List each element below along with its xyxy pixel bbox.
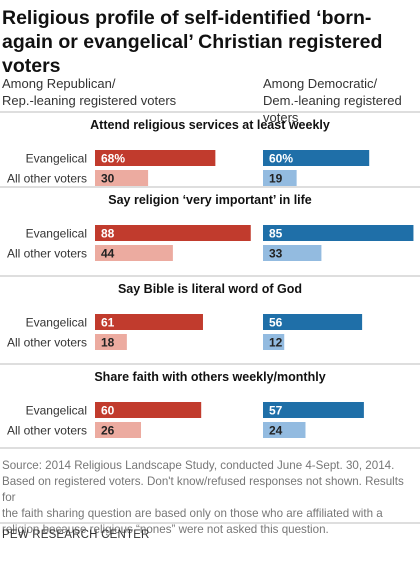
column-header-democratic: Among Democratic/ Dem.-leaning registere… — [263, 76, 402, 125]
panel-title: Say Bible is literal word of God — [118, 282, 302, 296]
bar-republican-all-other — [95, 170, 149, 186]
data-label-democratic-all-other: 33 — [269, 247, 283, 261]
bar-democratic-evangelical — [263, 150, 370, 166]
data-label-republican-all-other: 44 — [101, 247, 115, 261]
bar-republican-evangelical — [95, 402, 202, 418]
row-label-evangelical: Evangelical — [26, 404, 87, 418]
row-label-evangelical: Evangelical — [26, 152, 87, 166]
column-header-republican: Among Republican/ Rep.-leaning registere… — [2, 76, 177, 108]
panel-title: Share faith with others weekly/monthly — [94, 370, 325, 384]
data-label-republican-all-other: 18 — [101, 336, 115, 350]
bar-democratic-all-other — [263, 245, 322, 261]
data-label-republican-all-other: 26 — [101, 424, 115, 438]
data-label-democratic-evangelical: 57 — [269, 404, 283, 418]
chart-note: Source: 2014 Religious Landscape Study, … — [2, 459, 404, 536]
bar-democratic-all-other — [263, 422, 306, 438]
bar-republican-evangelical — [95, 150, 216, 166]
data-label-republican-evangelical: 61 — [101, 316, 115, 330]
bar-republican-all-other — [95, 422, 142, 438]
row-label-evangelical: Evangelical — [26, 316, 87, 330]
row-label-all-other: All other voters — [7, 172, 87, 186]
chart-title: Religious profile of self-identified ‘bo… — [2, 7, 383, 77]
source-organization: PEW RESEARCH CENTER — [2, 529, 150, 541]
row-label-all-other: All other voters — [7, 247, 87, 261]
row-label-evangelical: Evangelical — [26, 227, 87, 241]
bar-republican-all-other — [95, 245, 173, 261]
row-label-all-other: All other voters — [7, 424, 87, 438]
data-label-republican-evangelical: 68% — [101, 152, 125, 166]
data-label-democratic-evangelical: 60% — [269, 152, 293, 166]
bar-democratic-evangelical — [263, 402, 364, 418]
data-label-democratic-all-other: 12 — [269, 336, 283, 350]
data-label-democratic-evangelical: 85 — [269, 227, 283, 241]
data-label-republican-evangelical: 88 — [101, 227, 115, 241]
data-label-democratic-evangelical: 56 — [269, 316, 283, 330]
bar-republican-all-other — [95, 334, 127, 350]
bar-democratic-all-other — [263, 170, 297, 186]
bar-republican-evangelical — [95, 314, 203, 330]
bar-democratic-evangelical — [263, 225, 414, 241]
bar-republican-evangelical — [95, 225, 251, 241]
bar-democratic-all-other — [263, 334, 285, 350]
data-label-democratic-all-other: 24 — [269, 424, 283, 438]
panel-title: Attend religious services at least weekl… — [90, 118, 330, 132]
data-label-democratic-all-other: 19 — [269, 172, 283, 186]
data-label-republican-evangelical: 60 — [101, 404, 115, 418]
row-label-all-other: All other voters — [7, 336, 87, 350]
bar-democratic-evangelical — [263, 314, 363, 330]
panel-title: Say religion ‘very important’ in life — [108, 193, 312, 207]
data-label-republican-all-other: 30 — [101, 172, 115, 186]
